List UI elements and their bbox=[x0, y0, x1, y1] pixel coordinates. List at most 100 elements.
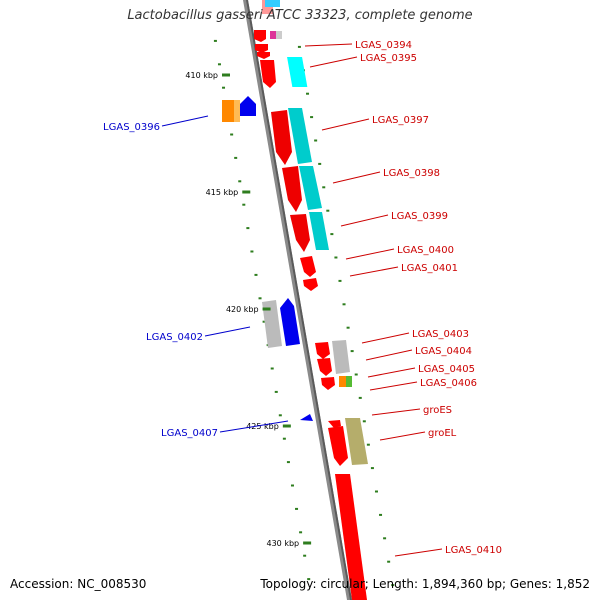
cds-arrow[interactable] bbox=[234, 100, 240, 122]
cds-arrow[interactable] bbox=[222, 100, 234, 122]
cds-arrow[interactable] bbox=[260, 60, 276, 88]
label-leader-line bbox=[332, 171, 381, 184]
gene-label-lgas_0394[interactable]: LGAS_0394 bbox=[355, 40, 412, 51]
minor-tick bbox=[274, 390, 278, 393]
gene-label-lgas_0400[interactable]: LGAS_0400 bbox=[397, 245, 454, 256]
minor-tick bbox=[262, 320, 266, 323]
minor-tick bbox=[362, 420, 366, 423]
cds-arrow[interactable] bbox=[240, 96, 256, 116]
gene-labels: LGAS_0394 LGAS_0395 LGAS_0397 LGAS_0398 LGAS… bbox=[103, 40, 502, 557]
gene-label-lgas_0407[interactable]: LGAS_0407 bbox=[161, 428, 218, 439]
gene-label-lgas_0402[interactable]: LGAS_0402 bbox=[146, 332, 203, 343]
gene-label-lgas_0404[interactable]: LGAS_0404 bbox=[415, 346, 472, 357]
cds-arrow[interactable] bbox=[265, 0, 280, 7]
cds-arrow[interactable] bbox=[276, 31, 282, 39]
kbp-ruler: 410 kbp 415 kbp 420 kbp 425 kbp 430 kbp bbox=[185, 71, 312, 548]
gene-label-lgas_0406[interactable]: LGAS_0406 bbox=[420, 378, 477, 389]
label-leader-line bbox=[371, 408, 421, 416]
cds-arrow[interactable] bbox=[282, 166, 302, 212]
cds-arrow[interactable] bbox=[288, 108, 312, 164]
minor-tick bbox=[318, 162, 322, 165]
cds-arrow[interactable] bbox=[328, 420, 341, 428]
cds-arrow[interactable] bbox=[271, 110, 292, 165]
minor-tick bbox=[314, 139, 318, 142]
gene-label-lgas_0403[interactable]: LGAS_0403 bbox=[412, 329, 469, 340]
ruler-tick-label: 425 kbp bbox=[246, 422, 279, 431]
cds-arrow[interactable] bbox=[315, 342, 330, 359]
cds-arrow[interactable] bbox=[262, 300, 282, 348]
label-leader-line bbox=[345, 248, 395, 260]
ruler-tick-mark bbox=[242, 190, 251, 194]
minor-tick bbox=[258, 297, 262, 300]
minor-tick bbox=[307, 578, 311, 581]
minor-tick bbox=[391, 584, 395, 587]
minor-tick bbox=[374, 490, 378, 493]
minor-tick bbox=[290, 484, 294, 487]
minor-tick bbox=[230, 133, 234, 136]
minor-tick bbox=[326, 209, 330, 212]
minor-tick bbox=[278, 414, 282, 417]
minor-tick bbox=[234, 156, 238, 159]
cds-arrow[interactable] bbox=[300, 256, 316, 277]
cds-arrow[interactable] bbox=[255, 44, 268, 53]
cds-arrow[interactable] bbox=[309, 212, 329, 250]
gene-label-lgas_0398[interactable]: LGAS_0398 bbox=[383, 168, 440, 179]
minor-tick bbox=[370, 467, 374, 470]
ruler-tick-mark bbox=[303, 541, 312, 545]
ruler-tick-label: 415 kbp bbox=[206, 188, 239, 197]
cds-arrow[interactable] bbox=[257, 52, 270, 59]
minor-tick bbox=[286, 461, 290, 464]
cds-arrow[interactable] bbox=[328, 426, 348, 466]
gene-label-groes[interactable]: groES bbox=[423, 405, 452, 416]
cds-arrow[interactable] bbox=[270, 31, 276, 39]
gene-label-lgas_0401[interactable]: LGAS_0401 bbox=[401, 263, 458, 274]
label-leader-line bbox=[304, 43, 353, 47]
genome-summary: Topology: circular; Length: 1,894,360 bp… bbox=[260, 577, 590, 591]
gene-label-lgas_0396[interactable]: LGAS_0396 bbox=[103, 122, 160, 133]
minor-tick bbox=[297, 45, 301, 48]
gene-label-lgas_0395[interactable]: LGAS_0395 bbox=[360, 53, 417, 64]
ruler-tick-mark bbox=[262, 307, 271, 311]
gene-label-lgas_0397[interactable]: LGAS_0397 bbox=[372, 115, 429, 126]
gene-label-lgas_0410[interactable]: LGAS_0410 bbox=[445, 545, 502, 556]
label-leader-line bbox=[309, 56, 358, 68]
cds-arrow[interactable] bbox=[345, 418, 368, 465]
minor-tick bbox=[299, 531, 303, 534]
cds-arrow[interactable] bbox=[280, 298, 300, 346]
minor-tick bbox=[334, 256, 338, 259]
cds-arrow[interactable] bbox=[339, 376, 347, 387]
cds-arrow[interactable] bbox=[321, 377, 335, 390]
minor-tick bbox=[282, 437, 286, 440]
minor-tick bbox=[342, 303, 346, 306]
minor-tick bbox=[354, 373, 358, 376]
cds-arrow[interactable] bbox=[300, 414, 313, 421]
label-leader-line bbox=[365, 349, 413, 361]
cds-arrow[interactable] bbox=[332, 340, 350, 374]
cds-arrow[interactable] bbox=[346, 376, 352, 387]
cds-arrow[interactable] bbox=[290, 214, 310, 252]
minor-tick bbox=[346, 326, 350, 329]
cds-arrow[interactable] bbox=[254, 30, 266, 42]
label-leader-line bbox=[219, 420, 289, 433]
label-leader-line bbox=[369, 381, 418, 391]
minor-tick bbox=[217, 63, 221, 66]
label-leader-line bbox=[349, 266, 399, 277]
minor-tick bbox=[238, 180, 242, 183]
minor-tick bbox=[322, 186, 326, 189]
ruler-tick-label: 430 kbp bbox=[267, 539, 300, 548]
minor-tick bbox=[338, 279, 342, 282]
cds-arrow[interactable] bbox=[287, 57, 308, 87]
gene-label-lgas_0405[interactable]: LGAS_0405 bbox=[418, 364, 475, 375]
cds-arrow[interactable] bbox=[335, 474, 367, 600]
minor-tick bbox=[379, 513, 383, 516]
cds-arrow[interactable] bbox=[299, 166, 322, 210]
gene-label-lgas_0399[interactable]: LGAS_0399 bbox=[391, 211, 448, 222]
label-leader-line bbox=[340, 214, 389, 227]
label-leader-line bbox=[379, 431, 426, 441]
cds-arrow[interactable] bbox=[317, 358, 332, 376]
minor-tick bbox=[310, 116, 314, 119]
gene-label-groel[interactable]: groEL bbox=[428, 428, 457, 439]
cds-arrow[interactable] bbox=[303, 278, 318, 291]
minor-tick bbox=[330, 233, 334, 236]
